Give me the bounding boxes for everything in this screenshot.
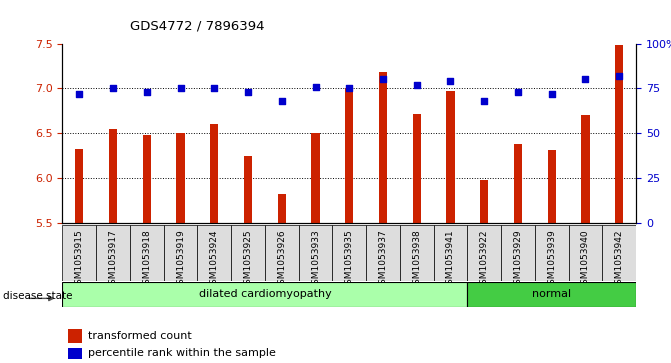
- Text: transformed count: transformed count: [88, 331, 192, 341]
- Text: GSM1053925: GSM1053925: [244, 229, 252, 290]
- Text: GSM1053926: GSM1053926: [277, 229, 287, 290]
- Bar: [164, 225, 197, 281]
- Bar: [446, 91, 455, 223]
- Point: [209, 86, 219, 91]
- Text: GSM1053935: GSM1053935: [345, 229, 354, 290]
- Bar: [62, 225, 96, 281]
- Bar: [568, 225, 603, 281]
- Bar: [581, 115, 590, 223]
- Bar: [197, 225, 231, 281]
- Bar: [480, 180, 488, 223]
- Bar: [265, 225, 299, 281]
- Bar: [413, 114, 421, 223]
- Bar: [299, 225, 332, 281]
- Bar: [535, 225, 568, 281]
- Bar: [210, 125, 219, 223]
- Bar: [433, 225, 468, 281]
- Bar: [366, 225, 400, 281]
- Text: GSM1053933: GSM1053933: [311, 229, 320, 290]
- Bar: [142, 135, 151, 223]
- Bar: [332, 225, 366, 281]
- Point: [74, 91, 85, 97]
- Bar: [96, 225, 130, 281]
- Text: GSM1053917: GSM1053917: [109, 229, 117, 290]
- Bar: [468, 282, 636, 307]
- Text: GSM1053929: GSM1053929: [513, 229, 523, 290]
- Text: dilated cardiomyopathy: dilated cardiomyopathy: [199, 289, 331, 299]
- Bar: [62, 282, 468, 307]
- Point: [142, 89, 152, 95]
- Text: normal: normal: [532, 289, 571, 299]
- Text: GSM1053924: GSM1053924: [210, 229, 219, 290]
- Point: [310, 84, 321, 90]
- Bar: [68, 348, 83, 359]
- Bar: [109, 129, 117, 223]
- Point: [411, 82, 422, 88]
- Bar: [231, 225, 265, 281]
- Point: [378, 77, 389, 82]
- Point: [546, 91, 557, 97]
- Point: [276, 98, 287, 104]
- Bar: [244, 156, 252, 223]
- Point: [479, 98, 490, 104]
- Bar: [548, 150, 556, 223]
- Text: GSM1053922: GSM1053922: [480, 229, 488, 290]
- Bar: [514, 144, 522, 223]
- Text: GSM1053940: GSM1053940: [581, 229, 590, 290]
- Text: GSM1053941: GSM1053941: [446, 229, 455, 290]
- Text: GSM1053937: GSM1053937: [378, 229, 388, 290]
- Bar: [379, 72, 387, 223]
- Point: [513, 89, 523, 95]
- Bar: [400, 225, 433, 281]
- Bar: [311, 133, 319, 223]
- Text: GSM1053938: GSM1053938: [412, 229, 421, 290]
- Bar: [130, 225, 164, 281]
- Bar: [176, 133, 185, 223]
- Point: [614, 73, 625, 79]
- Bar: [345, 89, 354, 223]
- Text: GSM1053918: GSM1053918: [142, 229, 151, 290]
- Point: [107, 86, 118, 91]
- Bar: [68, 329, 83, 343]
- Text: GSM1053942: GSM1053942: [615, 229, 624, 290]
- Point: [175, 86, 186, 91]
- Bar: [468, 225, 501, 281]
- Text: GSM1053915: GSM1053915: [74, 229, 84, 290]
- Text: percentile rank within the sample: percentile rank within the sample: [88, 348, 276, 358]
- Point: [580, 77, 591, 82]
- Text: disease state: disease state: [3, 291, 73, 301]
- Point: [445, 78, 456, 84]
- Point: [243, 89, 254, 95]
- Text: GSM1053939: GSM1053939: [548, 229, 556, 290]
- Bar: [615, 45, 623, 223]
- Bar: [603, 225, 636, 281]
- Text: GDS4772 / 7896394: GDS4772 / 7896394: [130, 20, 264, 33]
- Bar: [278, 193, 286, 223]
- Point: [344, 86, 354, 91]
- Bar: [501, 225, 535, 281]
- Bar: [75, 149, 83, 223]
- Text: GSM1053919: GSM1053919: [176, 229, 185, 290]
